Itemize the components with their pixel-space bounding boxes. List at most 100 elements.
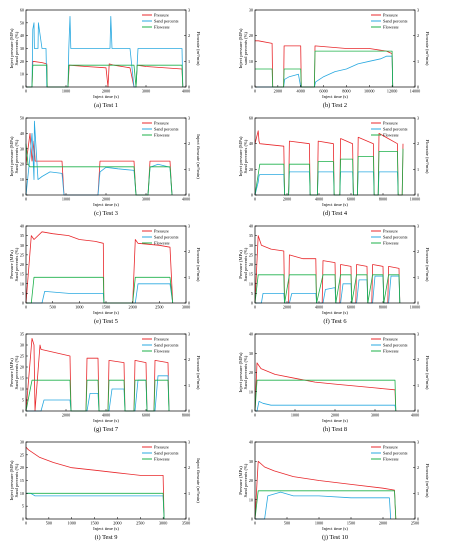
y2-tick-label: 0 (188, 517, 190, 522)
x-tick-label: 1500 (102, 305, 110, 310)
y-tick-label: 30 (20, 343, 24, 348)
x-axis-title: Inject time (s) (93, 94, 119, 99)
series-line-flowrate (26, 492, 165, 520)
y-axis-title-line: Sand percents (%) (14, 355, 19, 389)
x-tick-label: 0 (254, 413, 256, 418)
x-tick-label: 10000 (410, 197, 420, 202)
legend-label: Pressure (154, 445, 169, 450)
y-tick-label: 0 (22, 517, 24, 522)
y2-tick-label: 1 (188, 383, 190, 388)
y-tick-label: 10 (20, 72, 24, 77)
y-axis-title: Inject pressure (MPa)Sand percents (%) (9, 28, 19, 68)
y-axis-title: Pressure (MPa)Sand percents (%) (238, 247, 248, 281)
y2-tick-label: 2 (188, 249, 190, 254)
y-axis-title-line: Pressure (MPa) (238, 250, 243, 279)
panel-caption: (d) Test 4 (323, 210, 348, 217)
x-tick-label: 2000 (62, 413, 70, 418)
y2-axis-title: Flowrate (m³/min) (425, 464, 430, 498)
legend-label: Pressure (383, 13, 398, 18)
x-tick-label: 2500 (411, 521, 419, 526)
y2-tick-label: 3 (417, 224, 419, 229)
x-tick-label: 4000 (182, 89, 190, 94)
y2-tick-label: 3 (417, 116, 419, 121)
y2-axis-title: Flowrate (m³/min) (425, 248, 430, 282)
x-tick-label: 10000 (364, 89, 374, 94)
y-tick-label: 10 (20, 281, 24, 286)
y-axis-title: Pressure (MPa)Sand percents (%) (9, 247, 19, 281)
y-axis-title: Inject pressure (MPa)sand percents (%) (238, 28, 248, 68)
legend-label: Flowrate (383, 241, 399, 246)
y2-tick-label: 3 (417, 440, 419, 445)
panel-test-1: 0 1000 2000 3000 400001020304050600123Inject… (9, 8, 201, 110)
panel-caption: (a) Test 1 (94, 102, 118, 109)
panel-test-2: 0 2000 4000 6000 8000 10000 12000 1400001020300… (238, 8, 430, 110)
series-line-sand-percents (255, 491, 392, 520)
y-tick-label: 20 (249, 167, 253, 172)
x-tick-label: 1500 (90, 521, 98, 526)
y2-tick-label: 2 (417, 357, 419, 362)
x-tick-label: 6000 (347, 197, 355, 202)
y-axis-title-line: Inject pressure (MPa) (238, 136, 243, 176)
y-axis-title: Pressure (MPa)Sand percents (%) (238, 463, 248, 497)
y-axis-title: Inject pressure (MPa)Sand percents (%) (238, 352, 248, 392)
series-line-pressure (254, 235, 401, 304)
y-axis-title-line: Inject pressure (MPa) (9, 28, 14, 68)
y-tick-label: 25 (249, 252, 253, 257)
legend-label: Pressure (154, 121, 169, 126)
panel-test-9: 0 500 1000 1500 2000 2500 3000 3500051015202530… (9, 440, 201, 542)
y-tick-label: 5 (22, 291, 24, 296)
x-tick-label: 2000 (113, 521, 121, 526)
x-tick-label: 2000 (102, 89, 110, 94)
x-tick-label: 0 (25, 413, 27, 418)
y-tick-label: 35 (249, 233, 253, 238)
x-tick-label: 1000 (291, 413, 299, 418)
x-tick-label: 2000 (128, 305, 136, 310)
y-axis-title-line: Sand percents (%) (243, 139, 248, 173)
y2-tick-label: 2 (417, 465, 419, 470)
y-axis-title-line: Sand percents (%) (14, 463, 19, 497)
series-line-flowrate (255, 50, 394, 88)
x-tick-label: 1500 (347, 521, 355, 526)
legend-label: Pressure (383, 229, 398, 234)
y-tick-label: 20 (249, 478, 253, 483)
y2-tick-label: 3 (188, 440, 190, 445)
series-line-flowrate (25, 379, 170, 412)
y-tick-label: 40 (20, 224, 24, 229)
y2-axis-title: Inject flowrate (m³/min) (196, 134, 201, 179)
y2-tick-label: 0 (417, 301, 419, 306)
y-tick-label: 50 (20, 116, 24, 121)
y-tick-label: 30 (20, 440, 24, 445)
plot-frame (254, 117, 416, 196)
y-tick-label: 60 (249, 116, 253, 121)
x-tick-label: 0 (254, 305, 256, 310)
legend-label: Pressure (383, 445, 398, 450)
x-tick-label: 500 (50, 305, 56, 310)
x-tick-label: 3000 (159, 521, 167, 526)
x-tick-label: 8000 (182, 413, 190, 418)
y-axis-title-line: sand percents (%) (243, 32, 248, 65)
y2-axis-title: Flowrate (m³/min) (196, 356, 201, 390)
y-axis-title: Inject pressure (MPa)Sand percents (%) (9, 460, 19, 500)
y-axis-title: Inject pressure (MPa)Sand percents (%) (9, 136, 19, 176)
y-tick-label: 20 (20, 59, 24, 64)
y-tick-label: 40 (249, 141, 253, 146)
x-tick-label: 6000 (142, 413, 150, 418)
y-axis-title-line: Sand percents (%) (14, 139, 19, 173)
x-tick-label: 8000 (342, 89, 350, 94)
y2-tick-label: 3 (417, 332, 419, 337)
legend-label: Sand percents (383, 127, 408, 132)
x-tick-label: 6000 (319, 89, 327, 94)
y-tick-label: 0 (22, 301, 24, 306)
y-axis-title-line: Sand percents (%) (243, 355, 248, 389)
y2-tick-label: 3 (417, 8, 419, 13)
panel-caption: (g) Test 7 (94, 426, 119, 433)
y-axis-title-line: Inject pressure (MPa) (9, 460, 14, 500)
y-tick-label: 15 (20, 376, 24, 381)
y2-tick-label: 3 (188, 224, 190, 229)
plot-frame (254, 9, 416, 88)
y-axis-title-line: Sand percents (%) (14, 31, 19, 65)
y-tick-label: 30 (249, 8, 253, 13)
x-axis-title: Inject time (s) (93, 418, 119, 423)
panel-test-10: 0 500 1000 1500 2000 25000102030400123Inject … (238, 440, 430, 542)
series-line-sand-percents (25, 120, 173, 196)
